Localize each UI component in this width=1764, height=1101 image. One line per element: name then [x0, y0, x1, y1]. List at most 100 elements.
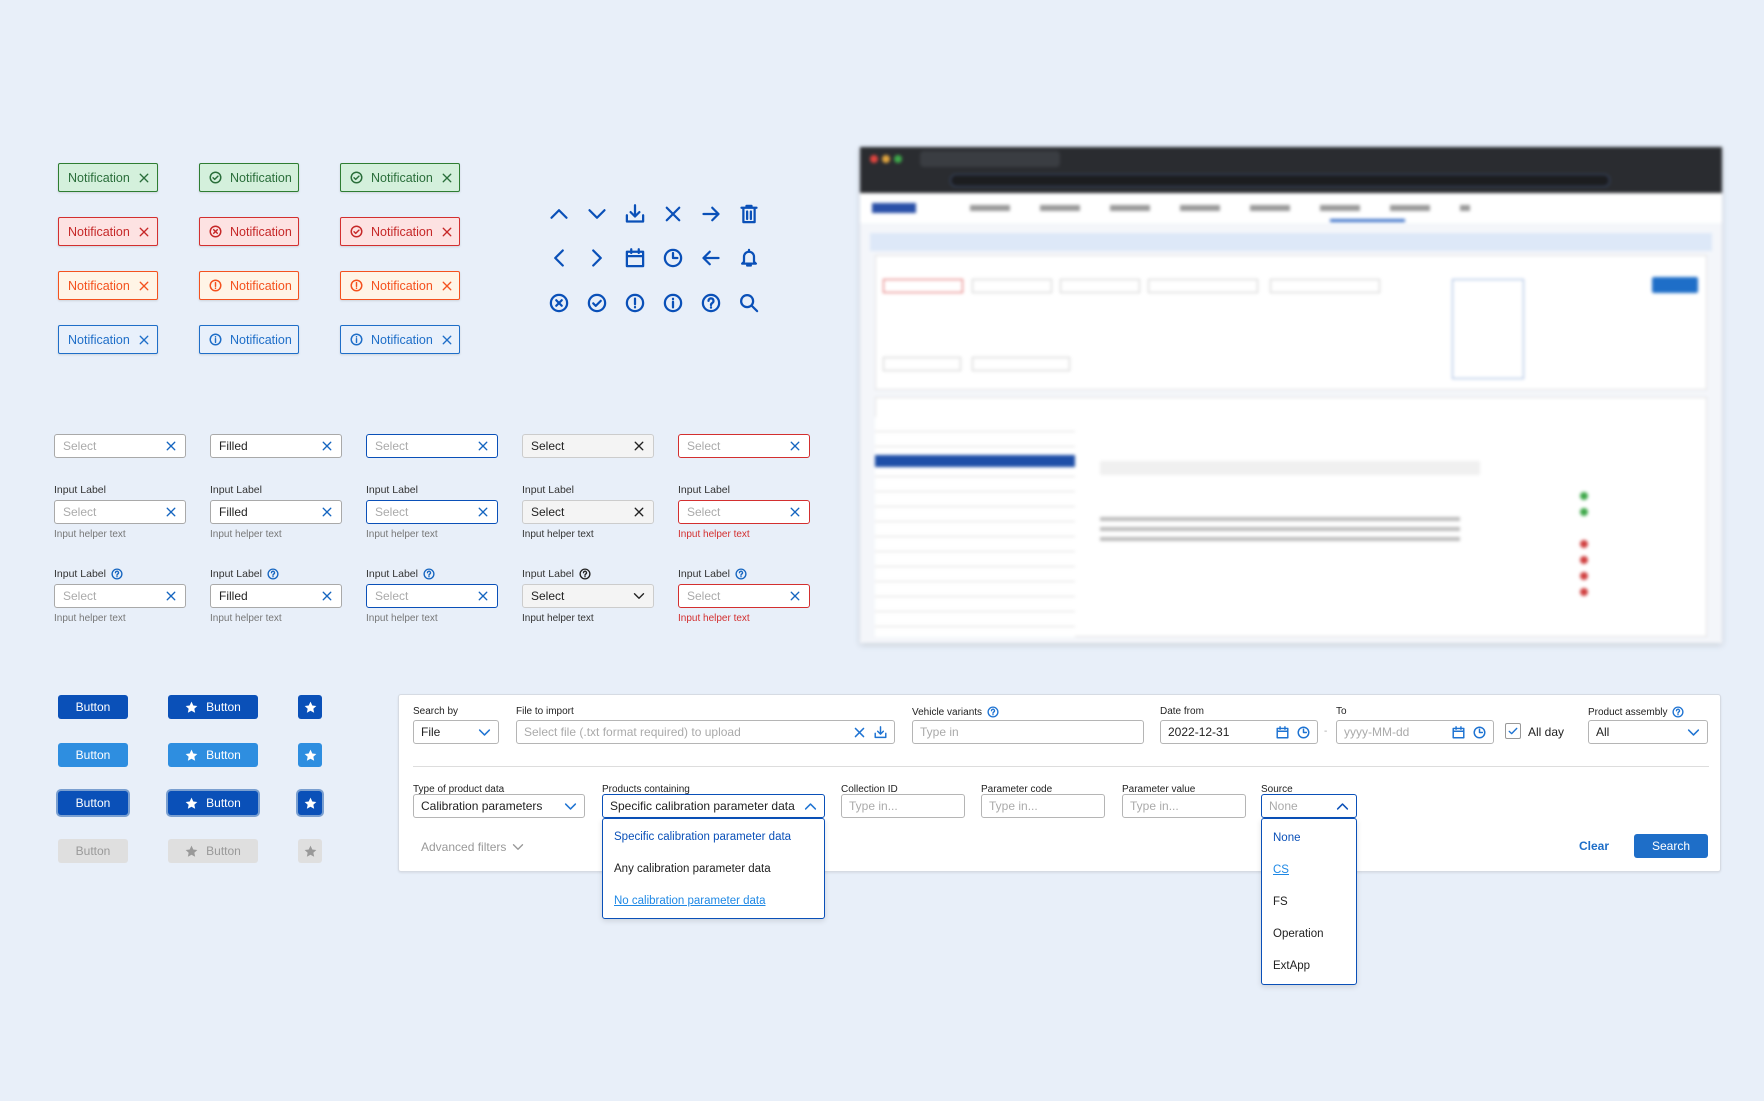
- input-focus[interactable]: Select: [366, 584, 498, 608]
- calendar-icon[interactable]: [1452, 726, 1465, 739]
- input-error[interactable]: Select: [678, 434, 810, 458]
- close-icon[interactable]: [441, 226, 453, 238]
- input-filled[interactable]: Filled: [210, 434, 342, 458]
- search-by-select[interactable]: File: [413, 720, 499, 744]
- input-filled[interactable]: Filled: [210, 500, 342, 524]
- button-disabled[interactable]: Button: [58, 839, 128, 863]
- clear-icon[interactable]: [477, 590, 489, 602]
- clear-icon[interactable]: [477, 506, 489, 518]
- input-label: Input Label: [54, 568, 123, 580]
- dropdown-option[interactable]: Operation: [1273, 928, 1324, 940]
- parameter-code-input[interactable]: Type in...: [981, 794, 1105, 818]
- help-icon[interactable]: [579, 568, 591, 580]
- close-icon[interactable]: [441, 334, 453, 346]
- clear-icon[interactable]: [789, 440, 801, 452]
- input-disabled[interactable]: Select: [522, 434, 654, 458]
- date-from-label: Date from: [1160, 706, 1204, 717]
- close-icon: [663, 204, 683, 224]
- collection-id-input[interactable]: Type in...: [841, 794, 965, 818]
- close-icon[interactable]: [138, 280, 150, 292]
- input-disabled[interactable]: Select: [522, 584, 654, 608]
- close-icon[interactable]: [441, 280, 453, 292]
- help-icon[interactable]: [1672, 706, 1684, 718]
- file-to-import-input[interactable]: Select file (.txt format required) to up…: [516, 720, 895, 744]
- clear-icon[interactable]: [165, 506, 177, 518]
- date-from-input[interactable]: 2022-12-31: [1160, 720, 1318, 744]
- close-icon[interactable]: [138, 334, 150, 346]
- input-error[interactable]: Select: [678, 500, 810, 524]
- input-label-text: Input Label: [678, 568, 730, 580]
- star-icon-button-disabled[interactable]: [298, 839, 322, 863]
- input-filled[interactable]: Filled: [210, 584, 342, 608]
- product-assembly-select[interactable]: All: [1588, 720, 1708, 744]
- all-day-checkbox[interactable]: [1505, 723, 1521, 739]
- button-secondary[interactable]: Button: [58, 743, 128, 767]
- info-circle-icon: [663, 293, 683, 313]
- help-icon[interactable]: [111, 568, 123, 580]
- star-icon-button-focus[interactable]: [298, 791, 322, 815]
- input-label: Input Label: [54, 484, 106, 496]
- clear-icon[interactable]: [853, 726, 866, 739]
- input-default[interactable]: Select: [54, 434, 186, 458]
- help-icon[interactable]: [423, 568, 435, 580]
- input-disabled[interactable]: Select: [522, 500, 654, 524]
- advanced-filters-toggle[interactable]: Advanced filters: [421, 840, 524, 854]
- close-icon[interactable]: [138, 172, 150, 184]
- help-icon[interactable]: [987, 706, 999, 718]
- input-focus[interactable]: Select: [366, 500, 498, 524]
- input-focus[interactable]: Select: [366, 434, 498, 458]
- dropdown-option[interactable]: FS: [1273, 896, 1288, 908]
- dropdown-option[interactable]: ExtApp: [1273, 960, 1311, 972]
- close-icon[interactable]: [441, 172, 453, 184]
- trash-icon: [739, 204, 759, 224]
- clear-icon[interactable]: [789, 590, 801, 602]
- clear-icon[interactable]: [165, 440, 177, 452]
- button-focus[interactable]: Button: [58, 791, 128, 815]
- date-separator: -: [1324, 726, 1328, 737]
- source-select[interactable]: None: [1261, 794, 1357, 818]
- clear-button[interactable]: Clear: [1579, 839, 1610, 853]
- input-error[interactable]: Select: [678, 584, 810, 608]
- parameter-value-input[interactable]: Type in...: [1122, 794, 1246, 818]
- dropdown-option[interactable]: No calibration parameter data: [614, 895, 766, 907]
- icon-button-disabled[interactable]: Button: [168, 839, 258, 863]
- dropdown-option[interactable]: Specific calibration parameter data: [614, 831, 792, 843]
- input-default[interactable]: Select: [54, 584, 186, 608]
- dropdown-option[interactable]: None: [1273, 832, 1301, 844]
- dropdown-option[interactable]: CS: [1273, 864, 1289, 876]
- help-icon[interactable]: [267, 568, 279, 580]
- input-default[interactable]: Select: [54, 500, 186, 524]
- icon-button-primary[interactable]: Button: [168, 695, 258, 719]
- clear-icon[interactable]: [633, 506, 645, 518]
- vehicle-variants-label: Vehicle variants: [912, 706, 999, 718]
- upload-icon[interactable]: [874, 726, 887, 739]
- products-containing-select[interactable]: Specific calibration parameter data: [602, 794, 825, 818]
- clear-icon[interactable]: [477, 440, 489, 452]
- clock-icon[interactable]: [1473, 726, 1486, 739]
- vehicle-variants-input[interactable]: Type in: [912, 720, 1144, 744]
- chevron-up-icon: [549, 204, 569, 224]
- clear-icon[interactable]: [633, 440, 645, 452]
- help-icon[interactable]: [735, 568, 747, 580]
- clear-icon[interactable]: [789, 506, 801, 518]
- type-of-product-data-select[interactable]: Calibration parameters: [413, 794, 585, 818]
- help-circle-icon: [701, 293, 721, 313]
- dropdown-option[interactable]: Any calibration parameter data: [614, 863, 771, 875]
- icon-button-secondary[interactable]: Button: [168, 743, 258, 767]
- type-of-product-data-label: Type of product data: [413, 784, 505, 795]
- arrow-right-icon: [701, 204, 721, 224]
- button-primary[interactable]: Button: [58, 695, 128, 719]
- clock-icon[interactable]: [1297, 726, 1310, 739]
- close-icon[interactable]: [138, 226, 150, 238]
- star-icon-button-secondary[interactable]: [298, 743, 322, 767]
- clear-icon[interactable]: [165, 590, 177, 602]
- chevron-right-icon: [587, 248, 607, 268]
- clear-icon[interactable]: [321, 590, 333, 602]
- icon-button-focus[interactable]: Button: [168, 791, 258, 815]
- clear-icon[interactable]: [321, 506, 333, 518]
- date-to-input[interactable]: yyyy-MM-dd: [1336, 720, 1494, 744]
- search-button[interactable]: Search: [1634, 834, 1708, 858]
- star-icon-button-primary[interactable]: [298, 695, 322, 719]
- calendar-icon[interactable]: [1276, 726, 1289, 739]
- clear-icon[interactable]: [321, 440, 333, 452]
